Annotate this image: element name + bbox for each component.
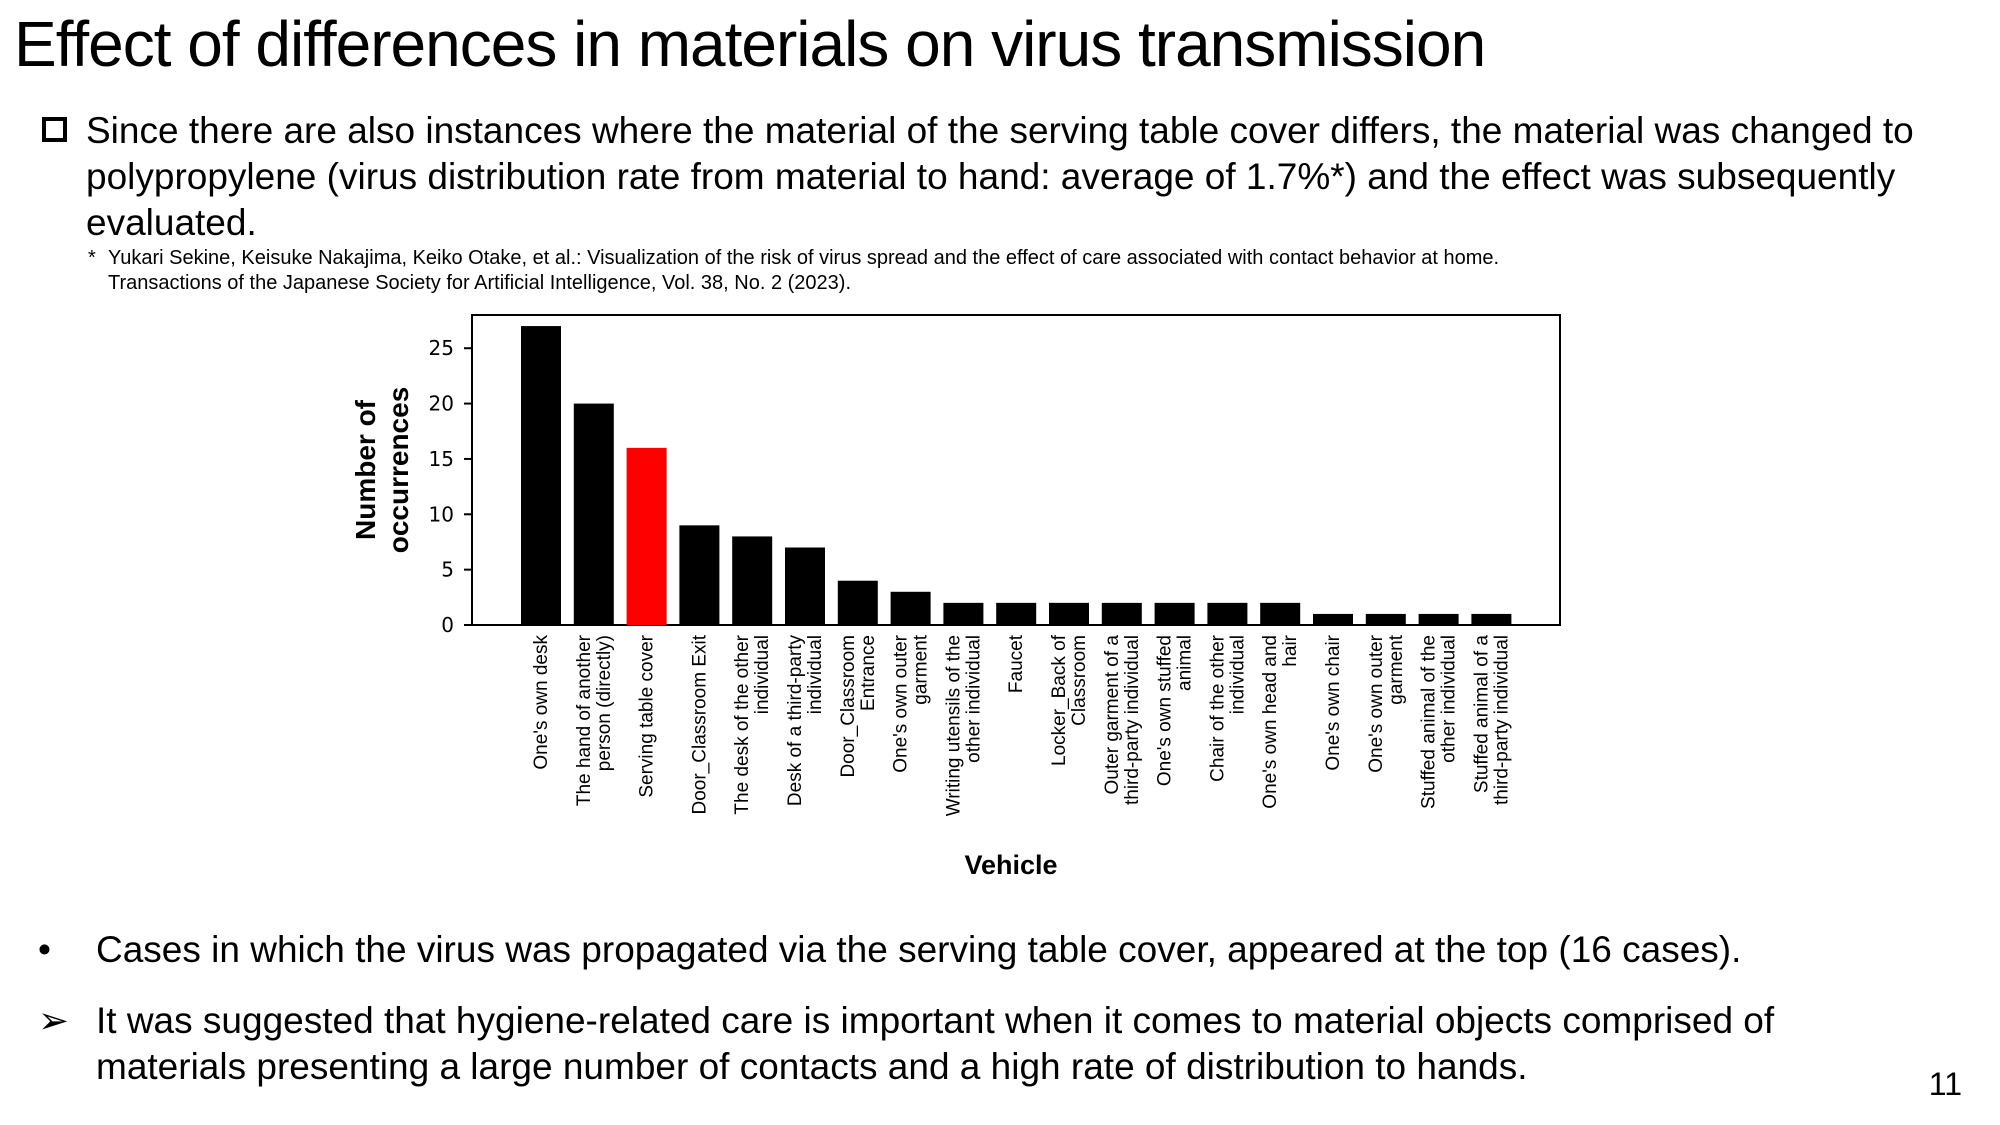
x-tick-label-line: Classroom: [1069, 635, 1090, 726]
bullet-text-1: Cases in which the virus was propagated …: [96, 929, 1742, 970]
x-tick-label-line: One's own outer: [891, 634, 912, 772]
x-tick-label: The hand of anotherperson (directly): [574, 634, 615, 806]
x-tick-label-line: hair: [1280, 634, 1301, 666]
x-tick-label: One's own chair: [1323, 634, 1344, 770]
x-tick-label: The desk of the otherindividual: [732, 634, 773, 814]
x-tick-label-line: One's own desk: [531, 635, 552, 770]
x-tick-label: One's own desk: [531, 635, 552, 770]
bar: [837, 580, 878, 625]
x-tick-label-line: individual: [805, 635, 826, 714]
x-tick-label-line: One's own chair: [1323, 634, 1344, 770]
bullet-dot-icon: •: [38, 929, 51, 970]
x-tick-label-line: One's own outer: [1366, 634, 1387, 772]
x-tick-label-line: garment: [911, 634, 932, 704]
x-tick-label-line: Faucet: [1006, 634, 1027, 693]
x-tick-label-line: Outer garment of a: [1102, 635, 1123, 795]
y-tick-label: 10: [429, 502, 454, 526]
x-tick-label: One's own outergarment: [891, 634, 932, 772]
x-tick-label-line: Locker_Back of: [1049, 634, 1070, 766]
footnote-line-2: Transactions of the Japanese Society for…: [108, 272, 851, 294]
arrow-bullet-icon: ➢: [38, 1000, 70, 1041]
x-tick-label-line: One's own stuffed: [1155, 635, 1176, 786]
square-bullet-icon: [42, 117, 67, 142]
x-tick-label: Door_Classroom Exit: [689, 634, 710, 814]
x-tick-label-line: person (directly): [594, 635, 615, 771]
intro-text: Since there are also instances where the…: [86, 110, 1914, 243]
y-axis-label: Number ofoccurrences: [350, 387, 414, 554]
x-tick-label-line: Desk of a third-party: [785, 635, 806, 807]
x-tick-label-line: other individual: [963, 635, 984, 763]
x-tick-label-line: Stuffed animal of the: [1419, 635, 1440, 809]
bar-chart: 0 5 10 15 20 25 Number ofoccurrences One's own …: [350, 314, 1561, 880]
x-tick-label: Locker_Back ofClassroom: [1049, 634, 1090, 766]
page-number: 11: [1928, 1066, 1962, 1102]
x-tick-label: Outer garment of athird-party individual: [1102, 635, 1143, 805]
bar: [1260, 602, 1301, 625]
bar: [626, 447, 667, 625]
y-tick-label: 15: [429, 447, 454, 471]
x-tick-label-line: third-party individual: [1491, 635, 1512, 805]
bar: [679, 525, 720, 625]
x-tick-label: Chair of the otherindividual: [1207, 634, 1248, 781]
bar: [1365, 613, 1406, 625]
bar: [573, 403, 614, 625]
x-tick-label: Door_ClassroomEntrance: [838, 635, 879, 778]
x-tick-label-line: Entrance: [858, 635, 879, 711]
bar: [785, 547, 825, 625]
x-tick-label: Writing utensils of theother individual: [943, 635, 984, 816]
y-tick-label: 0: [441, 613, 454, 637]
bar: [1313, 613, 1353, 625]
x-axis-label: Vehicle: [964, 850, 1057, 880]
x-tick-label: Faucet: [1006, 634, 1027, 693]
x-tick-label: Desk of a third-partyindividual: [785, 635, 826, 807]
x-tick-label-line: Writing utensils of the: [943, 635, 964, 816]
bar: [1418, 613, 1459, 625]
x-tick-label-line: Serving table cover: [637, 634, 658, 797]
x-tick-label-line: Door_Classroom: [838, 635, 859, 778]
x-tick-label-line: Stuffed animal of a: [1471, 635, 1492, 794]
footnote-text: Yukari Sekine, Keisuke Nakajima, Keiko O…: [108, 246, 1499, 294]
y-axis-label-line: occurrences: [383, 387, 414, 554]
x-tick-label-line: garment: [1386, 634, 1407, 704]
bar: [732, 536, 773, 625]
x-tick-label-line: individual: [752, 635, 773, 714]
x-tick-label: Serving table cover: [637, 634, 658, 797]
y-tick-label: 20: [429, 392, 454, 416]
x-tick-label: One's own stuffedanimal: [1155, 635, 1196, 786]
x-tick-label-line: individual: [1227, 635, 1248, 714]
footnote-line-1: Yukari Sekine, Keisuke Nakajima, Keiko O…: [108, 247, 1500, 269]
x-tick-label-line: third-party individual: [1122, 635, 1143, 805]
x-tick-label: One's own head andhair: [1260, 634, 1301, 808]
x-tick-label: Stuffed animal of athird-party individua…: [1471, 635, 1512, 805]
bar: [521, 326, 561, 625]
bar: [1471, 613, 1512, 625]
footnote-clip: * Yukari Sekine, Keisuke Nakajima, Keiko…: [88, 246, 1788, 294]
y-tick-label: 25: [429, 336, 454, 360]
x-tick-label: One's own outergarment: [1366, 634, 1407, 772]
x-tick-label-line: other individual: [1439, 635, 1460, 763]
footnote-marker: *: [88, 247, 96, 269]
x-tick-label-line: The hand of another: [574, 634, 595, 806]
x-tick-label-line: animal: [1175, 635, 1196, 691]
x-tick-label-line: The desk of the other: [732, 634, 753, 814]
bar: [1049, 602, 1089, 625]
bar: [996, 602, 1037, 625]
bar: [1101, 602, 1142, 625]
bar: [943, 602, 984, 625]
bar: [1154, 602, 1195, 625]
x-tick-label-line: Chair of the other: [1207, 634, 1228, 781]
slide-title: Effect of differences in materials on vi…: [14, 8, 1486, 80]
x-tick-label: Stuffed animal of theother individual: [1419, 635, 1460, 809]
bar: [1207, 602, 1248, 625]
y-axis-label-line: Number of: [350, 399, 381, 540]
bullet-text-2: It was suggested that hygiene-related ca…: [96, 1000, 1775, 1087]
bar: [890, 591, 931, 625]
x-tick-label-line: One's own head and: [1260, 635, 1281, 809]
x-tick-label-line: Door_Classroom Exit: [689, 634, 710, 814]
y-tick-label: 5: [441, 558, 454, 582]
